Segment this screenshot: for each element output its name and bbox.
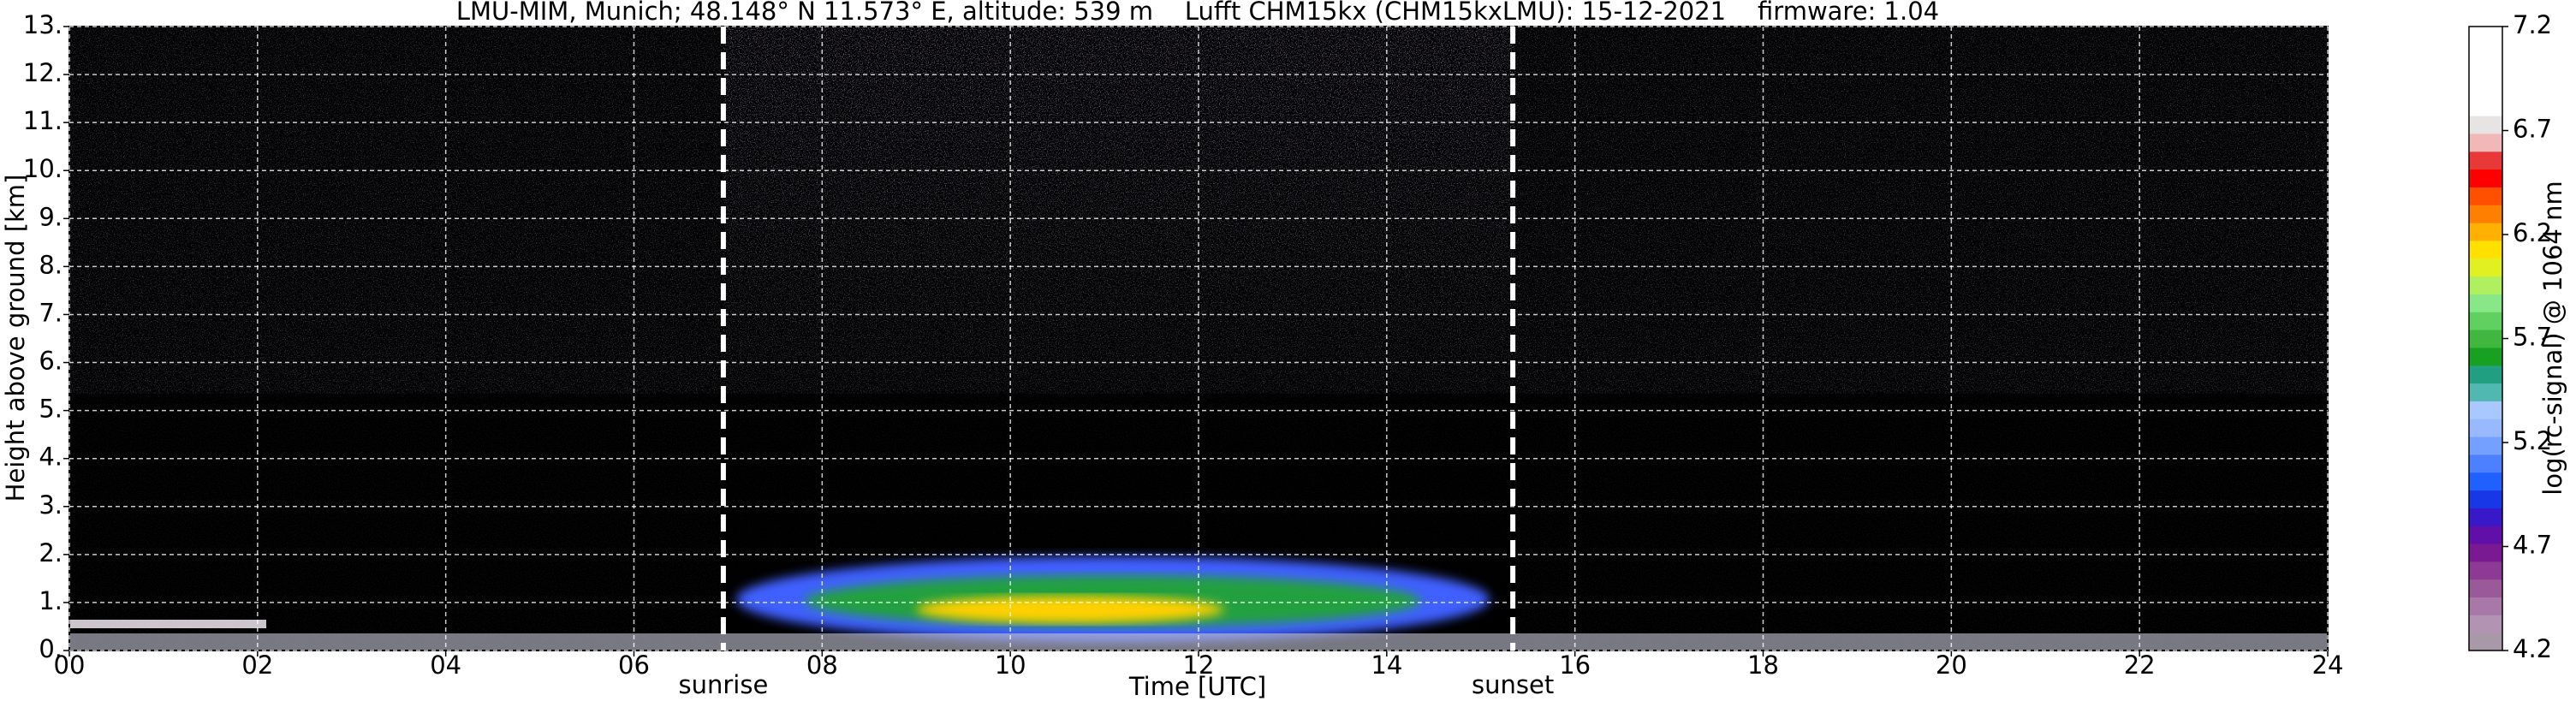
x-tick-label: 10 [995, 651, 1026, 680]
colorbar-segment [2469, 508, 2502, 526]
colorbar-segment [2469, 240, 2502, 259]
colorbar-segment [2469, 561, 2502, 580]
y-tick-label: 2. [39, 538, 62, 567]
colorbar-tick-label: 6.2 [2513, 218, 2552, 247]
aerosol-layer [916, 596, 1224, 623]
colorbar-segment [2469, 365, 2502, 384]
colorbar-tick-label: 4.7 [2513, 531, 2552, 560]
colorbar-segment [2469, 258, 2502, 277]
x-tick-label: 02 [241, 651, 273, 680]
colorbar-label: log(rc-signal) @ 1064 nm [2538, 181, 2567, 495]
x-tick-label: 16 [1559, 651, 1591, 680]
colorbar-segment [2469, 490, 2502, 508]
colorbar-segment [2469, 579, 2502, 598]
colorbar-segment [2469, 383, 2502, 401]
y-tick-label: 7. [39, 298, 62, 327]
colorbar-segment [2469, 294, 2502, 312]
annotation-label: sunrise [679, 670, 769, 699]
y-tick-label: 3. [39, 490, 62, 520]
colorbar-segment [2469, 347, 2502, 366]
low-layer [69, 620, 266, 628]
colorbar-segment [2469, 633, 2502, 651]
colorbar-segment [2469, 472, 2502, 491]
y-tick-label: 11. [23, 106, 62, 135]
colorbar-segment [2469, 615, 2502, 633]
colorbar-segment [2469, 151, 2502, 170]
colorbar-segment [2469, 80, 2502, 98]
colorbar-tick-label: 6.7 [2513, 115, 2552, 144]
colorbar-segment [2469, 312, 2502, 330]
colorbar-segment [2469, 419, 2502, 437]
colorbar-segment [2469, 544, 2502, 562]
colorbar-segment [2469, 437, 2502, 455]
colorbar-segment [2469, 223, 2502, 241]
x-tick-label: 00 [54, 651, 86, 680]
x-tick-label: 04 [430, 651, 461, 680]
colorbar-tick-label: 5.2 [2513, 426, 2552, 455]
colorbar-segment [2469, 27, 2502, 45]
colorbar-segment [2469, 205, 2502, 223]
colorbar-segment [2469, 133, 2502, 152]
colorbar-segment [2469, 401, 2502, 419]
colorbar-segment [2469, 44, 2502, 63]
y-tick-label: 1. [39, 586, 62, 615]
colorbar-tick-label: 4.2 [2513, 634, 2552, 663]
colorbar-tick-label: 5.7 [2513, 323, 2552, 352]
colorbar-segment [2469, 454, 2502, 473]
x-tick-label: 18 [1747, 651, 1779, 680]
y-tick-label: 9. [39, 202, 62, 231]
x-tick-label: 14 [1371, 651, 1402, 680]
colorbar-segment [2469, 526, 2502, 544]
x-tick-label: 12 [1183, 651, 1215, 680]
y-tick-label: 6. [39, 347, 62, 376]
colorbar-segment [2469, 597, 2502, 615]
y-tick-label: 10. [23, 154, 62, 183]
y-tick-label: 13. [23, 10, 62, 39]
y-axis-label: Height above ground [km] [1, 175, 30, 502]
x-tick-label: 24 [2312, 651, 2344, 680]
x-tick-label: 20 [1936, 651, 1967, 680]
colorbar-tick-label: 7.2 [2513, 10, 2552, 39]
x-axis-label: Time [UTC] [1128, 672, 1266, 701]
colorbar-segment [2469, 62, 2502, 80]
colorbar-segment [2469, 98, 2502, 116]
y-tick-label: 12. [23, 58, 62, 87]
colorbar-segment [2469, 169, 2502, 187]
x-tick-label: 06 [618, 651, 650, 680]
chart-title: LMU-MIM, Munich; 48.148° N 11.573° E, al… [456, 0, 1939, 26]
y-tick-label: 5. [39, 395, 62, 424]
colorbar-segment [2469, 116, 2502, 134]
x-tick-label: 22 [2124, 651, 2156, 680]
x-tick-label: 08 [806, 651, 838, 680]
colorbar-segment [2469, 330, 2502, 348]
colorbar-segment [2469, 276, 2502, 294]
annotation-label: sunset [1472, 670, 1554, 699]
y-tick-label: 8. [39, 250, 62, 279]
y-tick-label: 4. [39, 443, 62, 472]
y-tick-label: 0. [39, 634, 62, 663]
colorbar-segment [2469, 187, 2502, 205]
